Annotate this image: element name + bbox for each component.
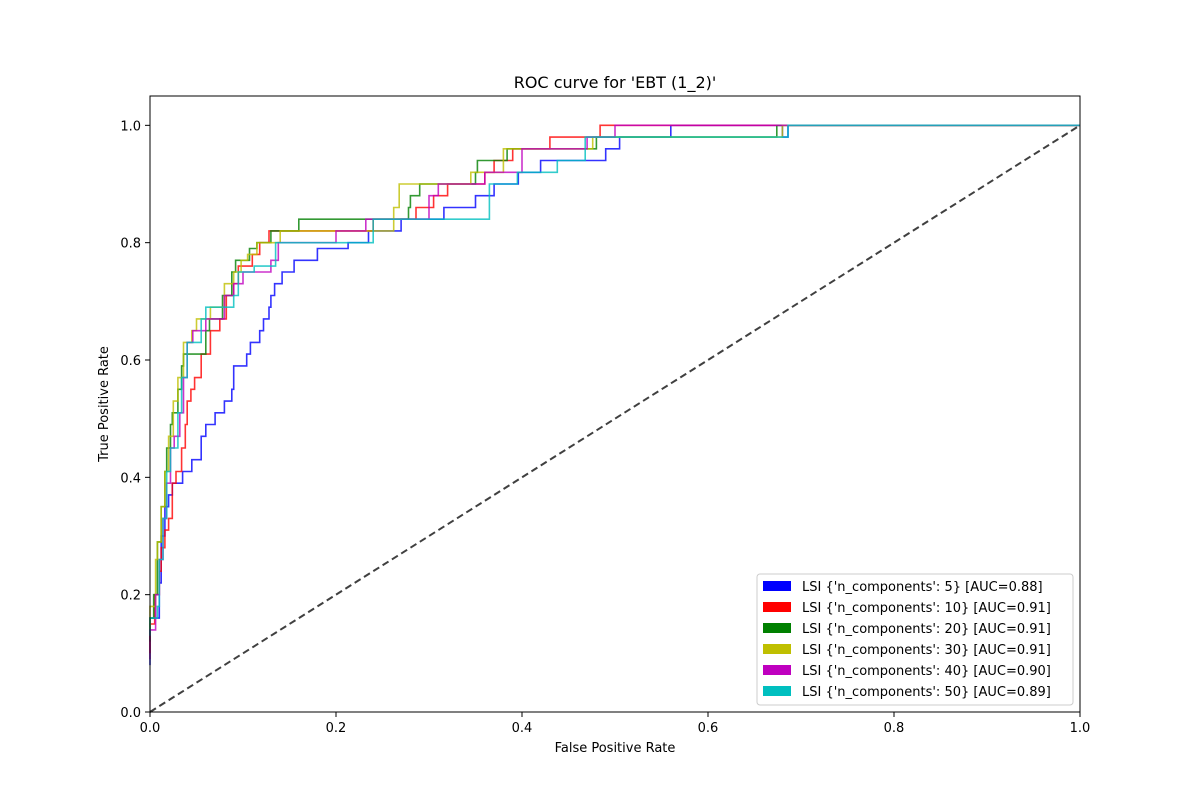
legend-box <box>756 573 1074 706</box>
y-tick-label: 0.2 <box>120 589 141 604</box>
legend: LSI {'n_components': 5} [AUC=0.88] LSI {'… <box>756 573 1074 706</box>
legend-entry-3: LSI {'n_components': 20} [AUC=0.91] <box>802 622 1051 637</box>
y-tick-label: 0.6 <box>120 354 141 369</box>
x-tick-label: 0.0 <box>140 721 161 736</box>
y-tick-label: 0.0 <box>120 706 141 721</box>
legend-entry-5: LSI {'n_components': 40} [AUC=0.90] <box>802 664 1051 679</box>
legend-entry-1: LSI {'n_components': 5} [AUC=0.88] <box>802 580 1043 595</box>
series-line-6 <box>149 124 1080 636</box>
legend-swatch <box>763 581 791 591</box>
x-tick-label: 1.0 <box>1070 721 1091 736</box>
plot-frame <box>149 95 1081 713</box>
legend-swatch <box>763 602 791 612</box>
y-tick-label: 0.8 <box>120 237 141 252</box>
x-tick-label: 0.6 <box>698 721 719 736</box>
legend-entry-2: LSI {'n_components': 10} [AUC=0.91] <box>802 601 1051 616</box>
legend-entry-6: LSI {'n_components': 50} [AUC=0.89] <box>802 685 1051 700</box>
y-tick-label: 1.0 <box>120 119 141 134</box>
legend-swatch <box>763 644 791 654</box>
x-tick-label: 0.4 <box>512 721 533 736</box>
x-tick-label: 0.2 <box>326 721 347 736</box>
legend-swatch <box>763 686 791 696</box>
chart-title: ROC curve for 'EBT (1_2)' <box>514 73 717 93</box>
series-line-3 <box>149 124 1080 642</box>
series-line-4 <box>149 124 1080 630</box>
chance-diagonal-line <box>149 124 1081 713</box>
x-axis-label: False Positive Rate <box>555 741 676 756</box>
series-layer <box>149 124 1081 713</box>
y-axis-label: True Positive Rate <box>97 346 112 463</box>
x-tick-label: 0.8 <box>884 721 905 736</box>
axes-layer: 0.0 0.2 0.4 0.6 0.8 1.0 0.0 0.2 0.4 0.6 0.8 1.0 <box>120 95 1091 736</box>
legend-swatch <box>763 665 791 675</box>
legend-entry-4: LSI {'n_components': 30} [AUC=0.91] <box>802 643 1051 658</box>
legend-swatch <box>763 623 791 633</box>
y-tick-label: 0.4 <box>120 471 141 486</box>
